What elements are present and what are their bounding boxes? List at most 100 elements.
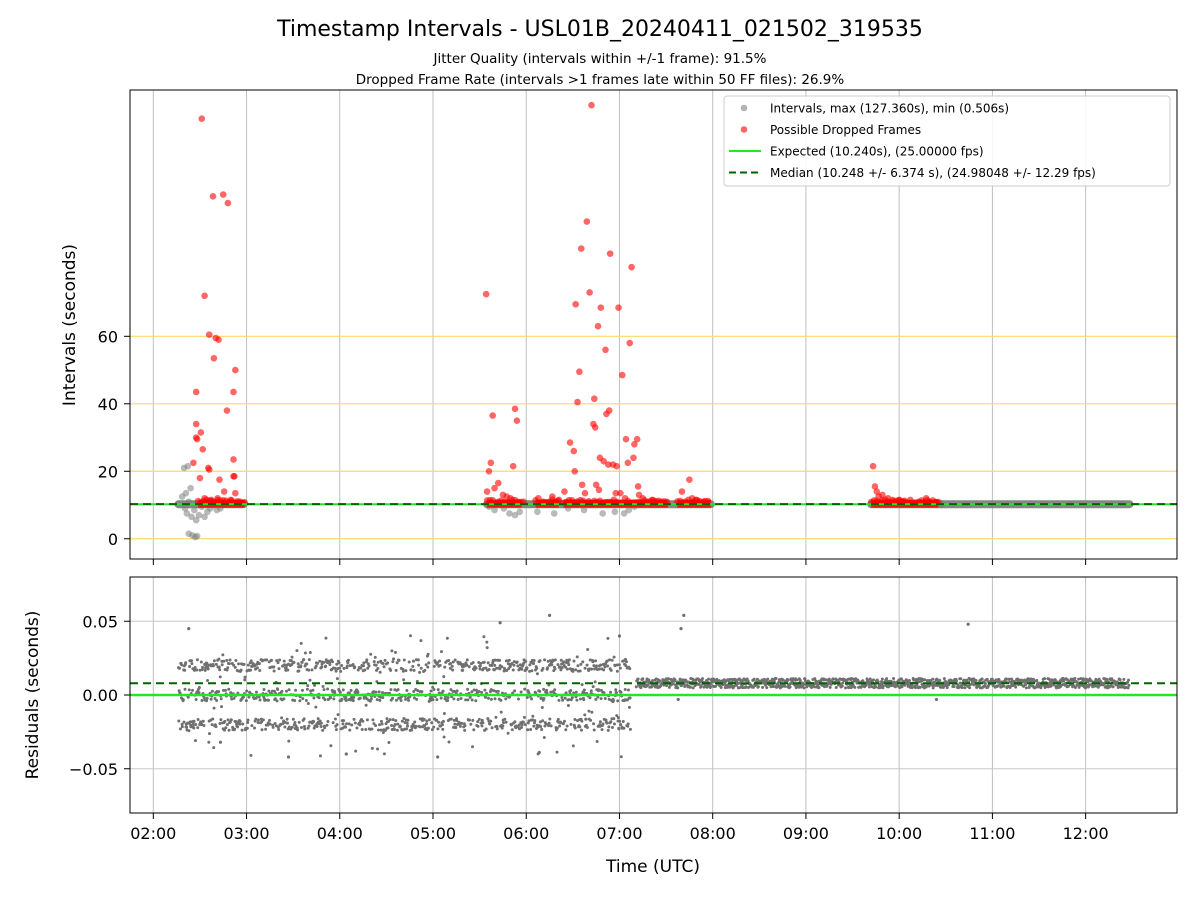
residual-point [499,710,503,714]
residual-point [261,718,265,722]
residual-point [555,726,559,730]
residual-point [329,696,333,700]
residual-point [529,727,533,731]
residual-point [415,679,419,683]
residual-point [285,721,289,725]
residual-point [181,698,185,702]
residual-point [370,746,374,750]
residual-point [493,663,497,667]
residual-point [359,666,363,670]
residual-point [273,697,277,701]
residual-point [254,717,258,721]
residual-point [347,691,351,695]
residual-point [515,660,519,664]
chart-subtitle-1: Jitter Quality (intervals within +/-1 fr… [433,51,767,67]
residual-point [451,660,455,664]
residual-point [243,678,247,682]
residual-point [202,724,206,728]
residual-point [1086,685,1090,689]
residual-point [245,689,249,693]
residual-point [322,688,326,692]
residual-point [578,725,582,729]
residual-point [610,725,614,729]
interval-point [506,510,513,517]
residual-point [435,698,439,702]
residual-point [272,665,276,669]
residual-point [364,703,368,707]
residual-point [523,687,527,691]
residual-point [275,699,279,703]
residual-point [625,660,629,664]
residual-point [210,689,214,693]
dropped-frame-point [873,488,881,495]
residual-point [527,719,531,723]
residual-point [226,666,230,670]
x-tick-label: 02:00 [130,824,176,843]
residual-point [578,669,582,673]
residual-point [306,726,310,730]
residual-point [402,678,406,682]
residual-point [699,684,703,688]
residual-point [303,727,307,731]
residual-point [511,668,515,672]
residual-point [488,722,492,726]
dropped-frame-point [232,489,239,497]
residual-point [280,689,284,693]
residual-point [195,668,199,672]
residual-point [549,690,553,694]
dropped-frame-point [597,304,605,311]
residual-point [223,688,227,692]
interval-point [183,510,191,517]
residual-point [394,668,398,672]
residual-point [241,695,245,699]
residual-point [341,688,345,692]
residual-point [226,718,230,722]
residual-point [576,664,580,668]
residual-point [406,724,410,728]
residual-point [449,661,453,665]
dropped-frame-point [631,440,638,448]
dropped-frame-point [869,462,877,470]
residual-point [318,719,322,723]
residual-point [504,697,508,701]
residual-point [258,669,262,673]
residual-point [606,636,610,640]
residual-point [372,660,376,664]
residual-point [559,658,563,662]
residual-point [405,721,409,725]
residual-point [538,659,542,663]
residual-point [308,650,312,654]
residual-point [910,686,914,690]
residual-point [394,719,398,723]
residual-point [761,685,765,689]
residual-outlier [218,740,223,744]
residual-point [556,663,560,667]
residual-point [538,720,542,724]
residual-point [423,668,427,672]
residual-point [528,669,532,673]
residual-point [446,698,450,702]
dropped-frame-point [555,496,563,504]
residual-point [463,724,467,728]
residual-point [597,688,601,692]
residual-point [209,697,213,701]
dropped-frame-point [511,405,519,413]
residual-point [562,722,566,726]
residual-point [395,728,399,732]
dropped-frame-point [630,454,637,462]
residual-point [378,670,382,674]
residual-point [880,677,884,681]
residual-point [519,690,523,694]
residual-point [338,690,342,694]
residual-point [608,658,612,662]
residual-point [184,661,188,665]
dropped-frame-point [678,488,686,495]
residual-point [506,731,510,735]
residual-point [212,746,216,750]
residual-point [333,717,337,721]
residual-outlier [344,752,348,756]
residual-point [448,666,452,670]
residual-point [257,662,261,666]
residual-point [205,696,209,700]
residual-point [512,660,516,664]
